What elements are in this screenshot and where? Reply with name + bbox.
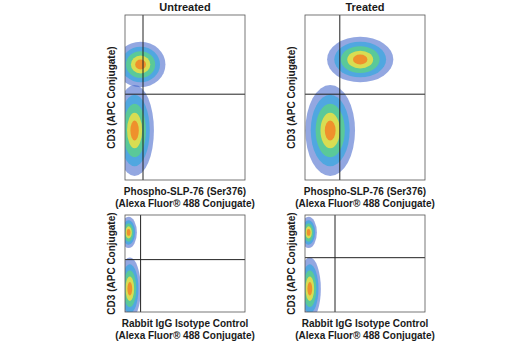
plot-area bbox=[305, 37, 393, 176]
density-contour bbox=[305, 270, 316, 307]
density-contour bbox=[127, 282, 132, 296]
gate-line bbox=[125, 259, 245, 260]
cluster bbox=[305, 217, 317, 248]
panel: Rabbit IgG Isotype Control(Alexa Fluor® … bbox=[106, 212, 255, 341]
cluster bbox=[125, 257, 141, 312]
density-contour bbox=[131, 56, 150, 74]
plot-area bbox=[305, 217, 321, 312]
density-contour bbox=[305, 276, 314, 300]
x-axis-label: (Alexa Fluor® 488 Conjugate) bbox=[115, 330, 255, 341]
density-contour bbox=[135, 60, 146, 70]
density-contour bbox=[127, 113, 142, 149]
x-axis-label: (Alexa Fluor® 488 Conjugate) bbox=[295, 330, 435, 341]
density-contour bbox=[311, 95, 350, 166]
density-contour bbox=[125, 85, 154, 176]
gate-line bbox=[125, 94, 245, 95]
density-contour bbox=[126, 51, 155, 78]
plot-frame bbox=[125, 215, 245, 312]
density-contour bbox=[125, 270, 136, 307]
density-contour bbox=[307, 229, 311, 236]
cluster bbox=[305, 85, 355, 176]
gate-line bbox=[305, 94, 425, 95]
density-contour bbox=[125, 276, 134, 300]
plot-frame bbox=[125, 15, 245, 180]
density-contour bbox=[305, 217, 317, 248]
density-contour bbox=[305, 264, 318, 312]
density-contour bbox=[305, 85, 355, 176]
panel-title: Untreated bbox=[159, 1, 210, 13]
density-contour bbox=[125, 220, 135, 244]
gate-line bbox=[335, 215, 336, 312]
y-axis-label: CD3 (APC Conjugate) bbox=[286, 212, 297, 314]
density-contour bbox=[305, 226, 311, 238]
plot-area bbox=[125, 42, 165, 176]
cluster bbox=[305, 257, 321, 312]
gate-line bbox=[339, 15, 340, 180]
density-contour bbox=[307, 282, 312, 296]
density-contour bbox=[127, 229, 131, 236]
panel: Treated Phospho-SLP-76 (Ser376)(Alexa Flu… bbox=[286, 1, 435, 209]
panel: Untreated Phospho-SLP-76 (Ser376)(Alexa F… bbox=[106, 1, 255, 209]
cluster bbox=[327, 37, 393, 83]
density-contour bbox=[334, 42, 386, 78]
density-contour bbox=[305, 220, 315, 244]
y-axis-label: CD3 (APC Conjugate) bbox=[106, 46, 117, 148]
density-contour bbox=[125, 226, 131, 238]
panel-title: Treated bbox=[345, 1, 384, 13]
density-contour bbox=[325, 121, 336, 141]
density-contour bbox=[305, 223, 313, 241]
density-contour bbox=[125, 95, 150, 166]
density-contour bbox=[347, 51, 373, 69]
plot-area bbox=[125, 217, 141, 312]
density-contour bbox=[316, 104, 345, 157]
x-axis-label: (Alexa Fluor® 488 Conjugate) bbox=[115, 198, 255, 209]
panel: Rabbit IgG Isotype Control(Alexa Fluor® … bbox=[286, 212, 435, 341]
density-contour bbox=[320, 113, 339, 149]
y-axis-label: CD3 (APC Conjugate) bbox=[286, 46, 297, 148]
figure: UntreatedPhospho-SLP-76 (Ser376)(Alexa F… bbox=[0, 0, 520, 350]
x-axis-label: Phospho-SLP-76 (Ser376) bbox=[124, 186, 246, 197]
density-contour bbox=[353, 55, 367, 65]
plot-frame bbox=[305, 215, 425, 312]
density-contour bbox=[125, 217, 137, 248]
density-contour bbox=[125, 257, 141, 312]
cluster bbox=[125, 217, 137, 248]
density-contour bbox=[130, 121, 138, 141]
y-axis-label: CD3 (APC Conjugate) bbox=[106, 212, 117, 314]
gate-line bbox=[305, 257, 425, 258]
gate-line bbox=[140, 215, 141, 312]
density-contour bbox=[327, 37, 393, 83]
density-contour bbox=[125, 42, 165, 88]
x-axis-label: Phospho-SLP-76 (Ser376) bbox=[304, 186, 426, 197]
density-contour bbox=[125, 223, 133, 241]
density-contour bbox=[305, 257, 321, 312]
gate-line bbox=[143, 15, 144, 180]
density-contour bbox=[125, 264, 138, 312]
x-axis-label: Rabbit IgG Isotype Control bbox=[302, 318, 429, 329]
x-axis-label: (Alexa Fluor® 488 Conjugate) bbox=[295, 198, 435, 209]
density-contour bbox=[341, 46, 380, 73]
cluster bbox=[125, 42, 165, 88]
cluster bbox=[125, 85, 154, 176]
plot-frame bbox=[305, 15, 425, 180]
x-axis-label: Rabbit IgG Isotype Control bbox=[122, 318, 249, 329]
